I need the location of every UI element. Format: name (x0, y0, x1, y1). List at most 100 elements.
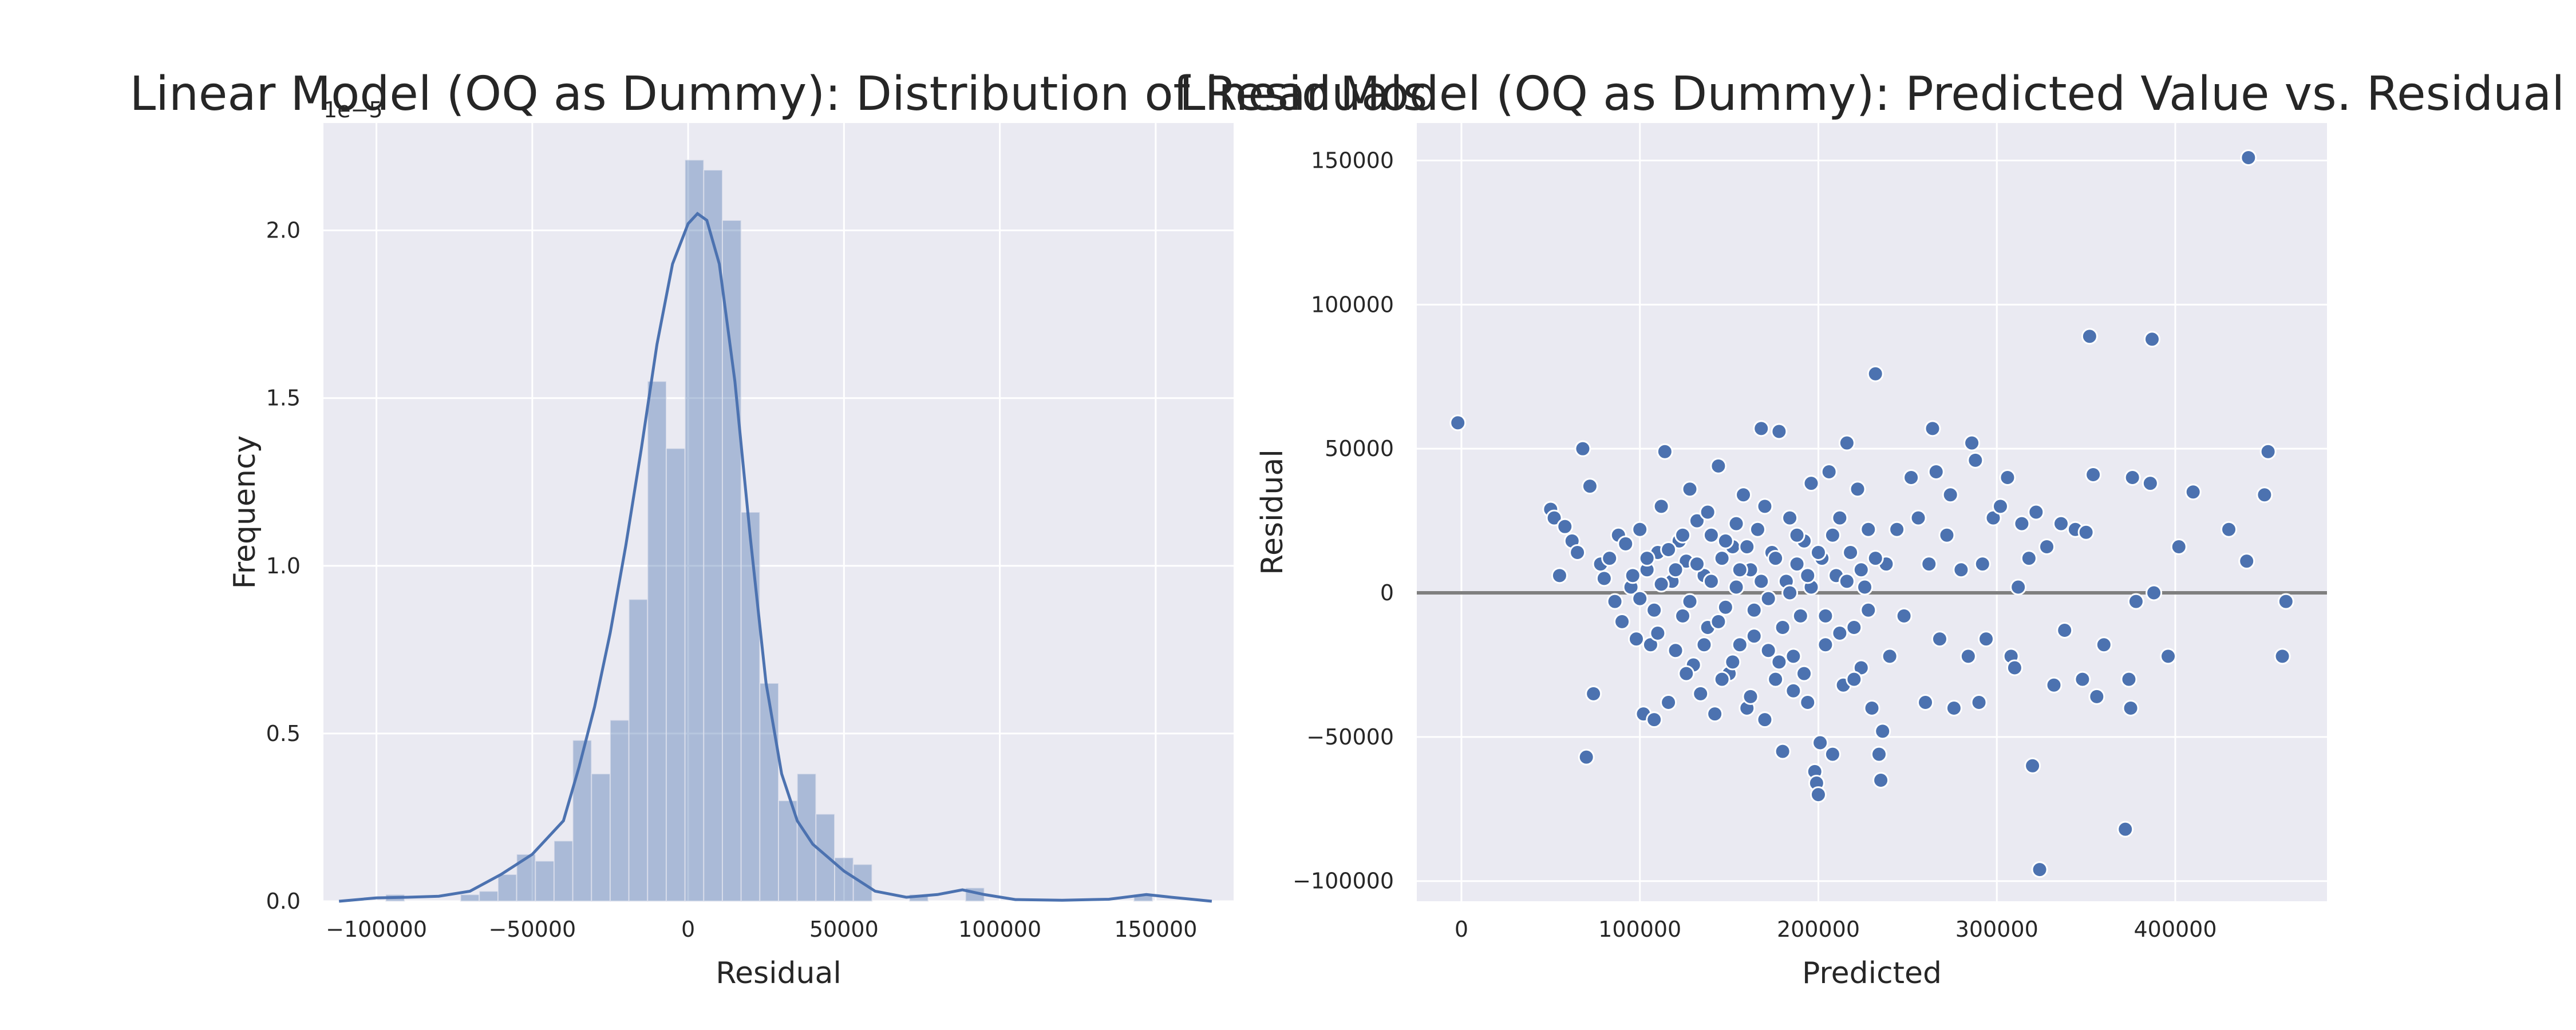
scatter-point (1449, 414, 1467, 431)
scatter-point (1999, 469, 2016, 486)
scatter-point (1735, 486, 1752, 504)
scatter-point (1728, 515, 1745, 532)
scatter-point (1585, 685, 1602, 702)
scatter-point (2120, 671, 2138, 688)
scatter-point (1974, 556, 1991, 573)
scatter-point (1888, 521, 1906, 538)
scatter-point (1710, 613, 1727, 630)
histogram-bar (609, 719, 630, 902)
scatter-point (1771, 653, 1788, 671)
scatter-point (1742, 688, 1759, 705)
histogram-bar (684, 159, 705, 902)
y-axis-label: Residual (1255, 449, 1290, 575)
histogram-bar (535, 860, 555, 902)
histogram-bar (815, 813, 836, 902)
scatter-point (1624, 567, 1641, 584)
scatter-point (1842, 544, 1859, 561)
scatter-point (1785, 648, 1802, 665)
scatter-point (1702, 573, 1720, 590)
scatter-point (2020, 550, 2037, 567)
kde-curve (339, 211, 1212, 903)
scatter-point (1945, 700, 1962, 717)
scatter-point (1831, 625, 1848, 642)
scatter-point (1846, 671, 1863, 688)
scatter-point (1895, 607, 1913, 624)
scatter-point (1656, 443, 1673, 460)
scatter-point (1852, 561, 1870, 579)
scatter-point (1817, 636, 1834, 653)
x-tick-label: 100000 (958, 917, 1041, 942)
scatter-point (1874, 723, 1891, 740)
scatter-point (2006, 659, 2023, 676)
scatter-point (2117, 821, 2134, 838)
y-tick-label: 2.0 (266, 218, 301, 243)
scatter-point (1924, 420, 1941, 437)
y-tick-labels: −100000 −50000 0 50000 100000 150000 (1293, 148, 1394, 893)
scatter-point (1710, 457, 1727, 474)
scatter-point (1681, 481, 1698, 498)
scatter-point (1631, 521, 1649, 538)
scatter-point (1846, 619, 1863, 636)
scatter-point (1785, 682, 1802, 699)
scatter-point (1713, 671, 1730, 688)
scatter-point (2122, 700, 2139, 717)
scatter-point (1803, 475, 1820, 492)
histogram-bar (479, 890, 499, 902)
grid-lines (323, 123, 1234, 902)
scatter-point (2088, 688, 2105, 705)
scatter-point (1627, 631, 1645, 648)
scatter-point (2142, 475, 2159, 492)
x-tick-label: 0 (681, 917, 695, 942)
histogram-bar (497, 874, 517, 902)
x-tick-labels: −100000 −50000 0 50000 100000 150000 (326, 917, 1197, 942)
scatter-point (1717, 532, 1734, 549)
histogram-bar (721, 220, 742, 902)
scatter-point (1760, 590, 1777, 607)
scatter-point (1699, 504, 1716, 521)
scatter-point (1817, 607, 1834, 624)
scatter-point (1781, 584, 1799, 601)
scatter-point (1653, 576, 1670, 593)
scatter-point (1556, 518, 1574, 535)
x-tick-label: −50000 (488, 917, 576, 942)
scatter-point (2146, 584, 2163, 601)
y-tick-label: 1.0 (266, 553, 301, 579)
scatter-point (1756, 711, 1773, 728)
scatter-point (1860, 521, 1877, 538)
scatter-point (1667, 642, 1684, 659)
scatter-point (2085, 466, 2102, 484)
histogram-bars (385, 159, 1153, 902)
x-tick-labels: 0 100000 200000 300000 400000 (1455, 917, 2217, 942)
scatter-point (1942, 486, 1959, 504)
scatter-point (1771, 423, 1788, 440)
y-offset-label: 1e−5 (323, 97, 383, 122)
scatter-point (2031, 861, 2048, 878)
y-tick-label: −100000 (1293, 869, 1394, 894)
scatter-point (1638, 550, 1656, 567)
scatter-point (1992, 498, 2009, 515)
scatter-point (1660, 694, 1677, 711)
x-axis-label: Predicted (1802, 956, 1942, 991)
scatter-point (1649, 625, 1666, 642)
scatter-point (1667, 561, 1684, 579)
scatter-point (1681, 593, 1698, 610)
scatter-point (1731, 636, 1748, 653)
chart-title: Linear Model (OQ as Dummy): Predicted Va… (1179, 67, 2565, 121)
scatter-point (2238, 553, 2255, 570)
scatter-point (1617, 535, 1634, 552)
scatter-point (1881, 648, 1898, 665)
scatter-point (2056, 622, 2073, 639)
scatter-point (1753, 420, 1770, 437)
scatter-point (1809, 544, 1827, 561)
scatter-point (2074, 671, 2091, 688)
scatter-point (1812, 734, 1829, 751)
scatter-point (1717, 599, 1734, 616)
scatter-point (2256, 486, 2273, 504)
x-tick-label: 0 (1455, 917, 1468, 942)
y-tick-label: 0 (1380, 580, 1394, 605)
scatter-point (1753, 573, 1770, 590)
scatter-point (2170, 538, 2187, 555)
scatter-point (1728, 579, 1745, 596)
scatter-point (1724, 653, 1741, 671)
